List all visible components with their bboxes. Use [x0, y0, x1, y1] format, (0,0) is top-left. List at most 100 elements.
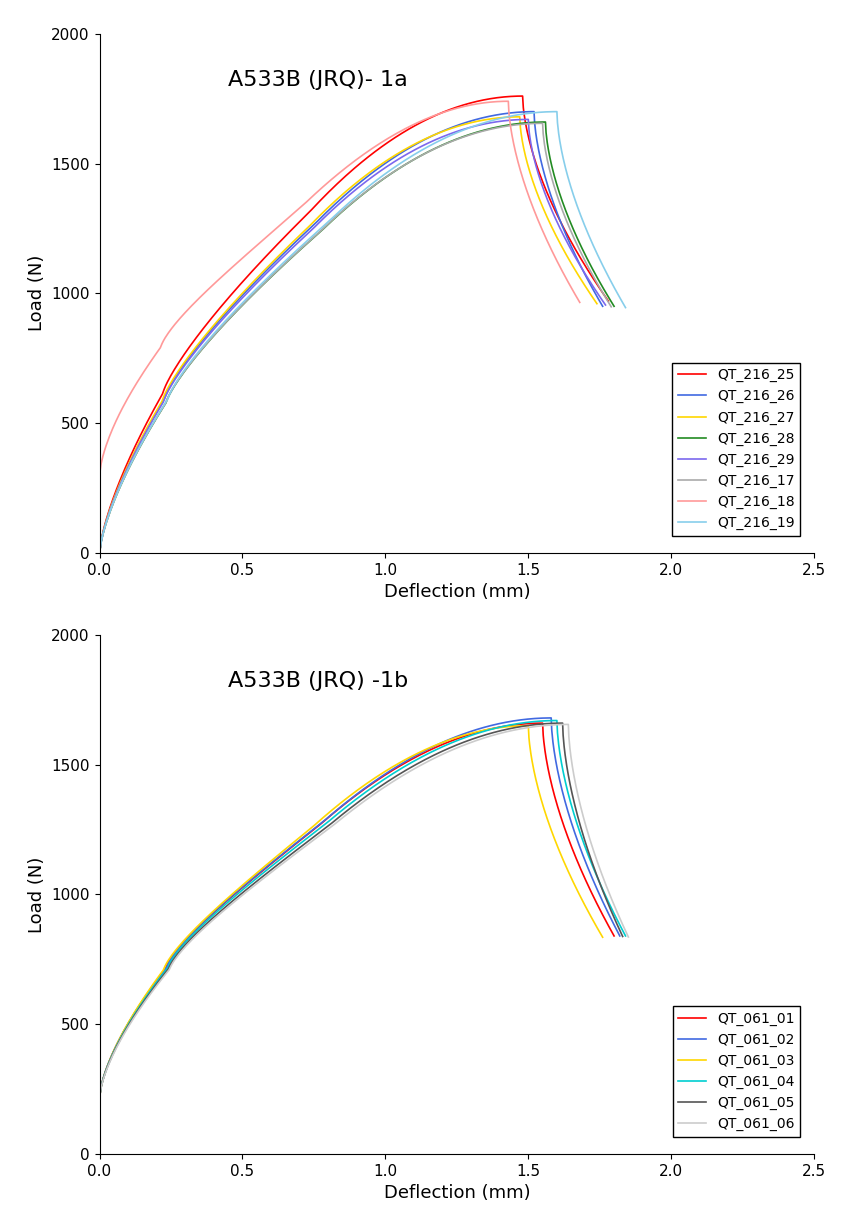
QT_061_05	[392, 769, 402, 784]
QT_216_17	[313, 225, 323, 240]
QT_216_19	[125, 456, 136, 471]
QT_061_04	[109, 1043, 119, 1058]
QT_061_01	[428, 740, 438, 755]
Line: QT_061_04: QT_061_04	[100, 721, 624, 1097]
Text: A533B (JRQ)- 1a: A533B (JRQ)- 1a	[228, 70, 408, 90]
QT_216_28	[540, 114, 550, 129]
QT_216_28	[578, 245, 589, 260]
QT_216_29	[124, 458, 134, 472]
QT_216_29	[95, 545, 105, 560]
QT_216_25	[123, 454, 133, 469]
QT_216_28	[95, 545, 105, 560]
QT_061_05	[617, 929, 627, 943]
Line: QT_216_17: QT_216_17	[100, 123, 611, 552]
QT_216_17	[379, 171, 389, 186]
Line: QT_061_05: QT_061_05	[100, 723, 622, 1097]
QT_216_27	[123, 458, 133, 472]
QT_216_28	[608, 299, 618, 314]
QT_061_06	[326, 819, 336, 834]
QT_216_29	[108, 494, 119, 509]
QT_216_27	[302, 221, 312, 236]
QT_061_05	[95, 1090, 105, 1105]
QT_216_28	[125, 459, 135, 474]
QT_061_01	[108, 1043, 119, 1058]
QT_061_05	[557, 716, 567, 731]
QT_061_05	[444, 740, 454, 755]
QT_216_27	[95, 545, 105, 560]
QT_216_28	[108, 494, 119, 509]
QT_061_03	[306, 820, 316, 835]
QT_216_18	[107, 421, 118, 435]
Line: QT_216_18: QT_216_18	[100, 101, 579, 475]
Line: QT_216_19: QT_216_19	[100, 112, 624, 552]
QT_216_27	[364, 165, 374, 180]
QT_216_18	[403, 119, 413, 134]
QT_061_03	[565, 868, 575, 883]
Line: QT_061_06: QT_061_06	[100, 724, 628, 1097]
QT_216_28	[380, 170, 391, 184]
QT_061_04	[619, 929, 630, 943]
QT_061_02	[109, 1043, 119, 1058]
QT_216_17	[108, 494, 119, 509]
QT_216_29	[418, 138, 428, 153]
QT_216_19	[619, 300, 630, 315]
X-axis label: Deflection (mm): Deflection (mm)	[383, 583, 530, 601]
Text: A533B (JRQ) -1b: A533B (JRQ) -1b	[228, 672, 408, 691]
QT_061_02	[317, 814, 328, 829]
QT_061_03	[523, 718, 533, 733]
QT_216_19	[589, 244, 600, 258]
QT_061_06	[109, 1044, 119, 1059]
QT_061_05	[322, 818, 333, 833]
QT_216_18	[357, 148, 367, 162]
Line: QT_061_03: QT_061_03	[100, 726, 602, 1097]
QT_216_26	[422, 130, 432, 145]
QT_061_04	[551, 713, 561, 728]
QT_216_18	[543, 236, 553, 251]
Line: QT_061_02: QT_061_02	[100, 718, 619, 1097]
Line: QT_061_01: QT_061_01	[100, 723, 613, 1097]
QT_216_27	[557, 242, 567, 257]
QT_061_06	[95, 1090, 105, 1105]
QT_061_03	[597, 930, 607, 945]
QT_061_01	[379, 769, 389, 784]
QT_216_25	[602, 294, 612, 309]
QT_061_06	[126, 1015, 136, 1030]
QT_061_04	[125, 1014, 136, 1028]
QT_216_18	[574, 295, 584, 310]
Line: QT_216_27: QT_216_27	[100, 117, 596, 552]
QT_061_02	[435, 736, 445, 750]
QT_216_26	[528, 105, 538, 119]
QT_061_02	[125, 1012, 136, 1027]
QT_061_02	[614, 929, 624, 943]
QT_061_06	[448, 742, 458, 756]
QT_216_29	[369, 167, 380, 182]
QT_216_18	[502, 93, 513, 108]
QT_216_26	[597, 299, 607, 314]
QT_061_01	[125, 1014, 135, 1028]
QT_216_26	[567, 242, 577, 257]
QT_216_28	[431, 140, 441, 155]
QT_216_25	[95, 545, 105, 560]
QT_216_27	[514, 109, 525, 124]
QT_061_02	[95, 1090, 105, 1105]
Line: QT_216_26: QT_216_26	[100, 112, 602, 552]
QT_061_06	[596, 867, 606, 882]
QT_061_06	[623, 930, 633, 945]
QT_061_01	[608, 929, 618, 943]
QT_216_19	[551, 105, 561, 119]
QT_216_26	[309, 216, 319, 231]
QT_216_17	[125, 459, 135, 474]
QT_061_01	[313, 818, 323, 833]
QT_216_18	[122, 391, 132, 406]
QT_061_05	[590, 867, 601, 882]
QT_216_29	[523, 112, 533, 127]
QT_216_29	[306, 223, 316, 237]
QT_216_26	[108, 493, 119, 508]
Line: QT_216_25: QT_216_25	[100, 96, 607, 552]
QT_216_27	[107, 493, 118, 508]
Legend: QT_216_25, QT_216_26, QT_216_27, QT_216_28, QT_216_29, QT_216_17, QT_216_18, QT_: QT_216_25, QT_216_26, QT_216_27, QT_216_…	[671, 363, 799, 535]
QT_216_17	[428, 141, 438, 156]
QT_061_06	[562, 717, 572, 732]
QT_216_27	[591, 296, 601, 311]
QT_061_03	[108, 1044, 119, 1059]
